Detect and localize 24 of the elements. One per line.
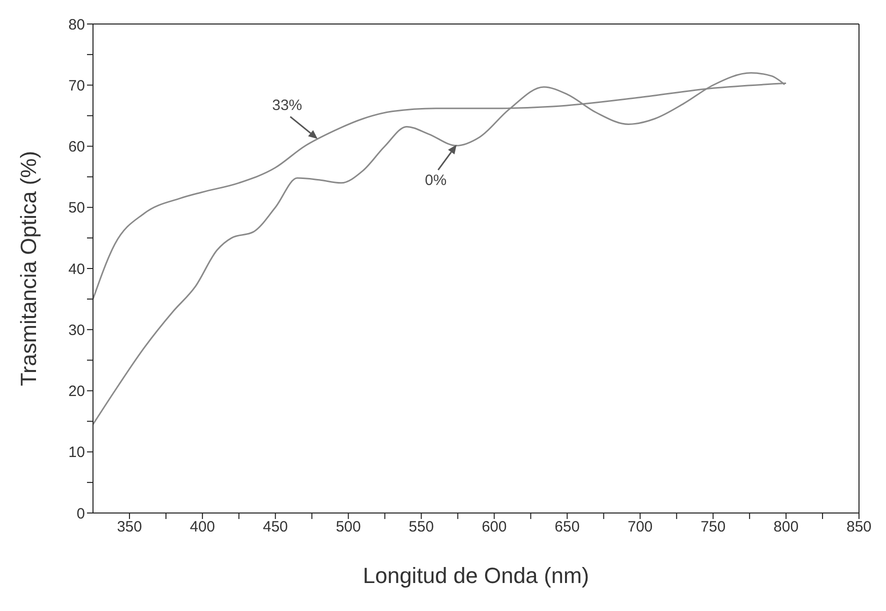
x-tick-label: 450 [262, 518, 288, 536]
x-tick-label: 800 [774, 518, 799, 536]
y-tick-label: 10 [68, 444, 85, 462]
x-tick-label: 600 [482, 518, 507, 536]
y-tick-label: 40 [68, 260, 85, 278]
y-tick-label: 0 [76, 505, 85, 522]
x-tick-label: 850 [846, 518, 872, 536]
y-tick-label: 50 [68, 200, 85, 217]
annotation: 33% [272, 97, 302, 114]
x-tick-label: 650 [554, 518, 580, 536]
x-tick-label: 500 [336, 518, 361, 536]
x-tick-label: 400 [190, 518, 215, 536]
x-tick-label: 350 [116, 518, 142, 536]
x-tick-label: 750 [700, 518, 726, 536]
annotation: 0% [424, 172, 447, 190]
y-axis-title: Trasmitancia Optica (%) [16, 150, 41, 386]
y-tick-label: 20 [68, 383, 85, 400]
y-tick-label: 60 [68, 138, 85, 156]
x-tick-label: 550 [408, 518, 434, 536]
y-tick-label: 70 [68, 77, 85, 94]
y-tick-label: 30 [68, 322, 85, 339]
y-tick-label: 80 [68, 16, 85, 34]
x-tick-label: 700 [628, 518, 653, 536]
x-axis-title: Longitud de Onda (nm) [362, 563, 590, 588]
